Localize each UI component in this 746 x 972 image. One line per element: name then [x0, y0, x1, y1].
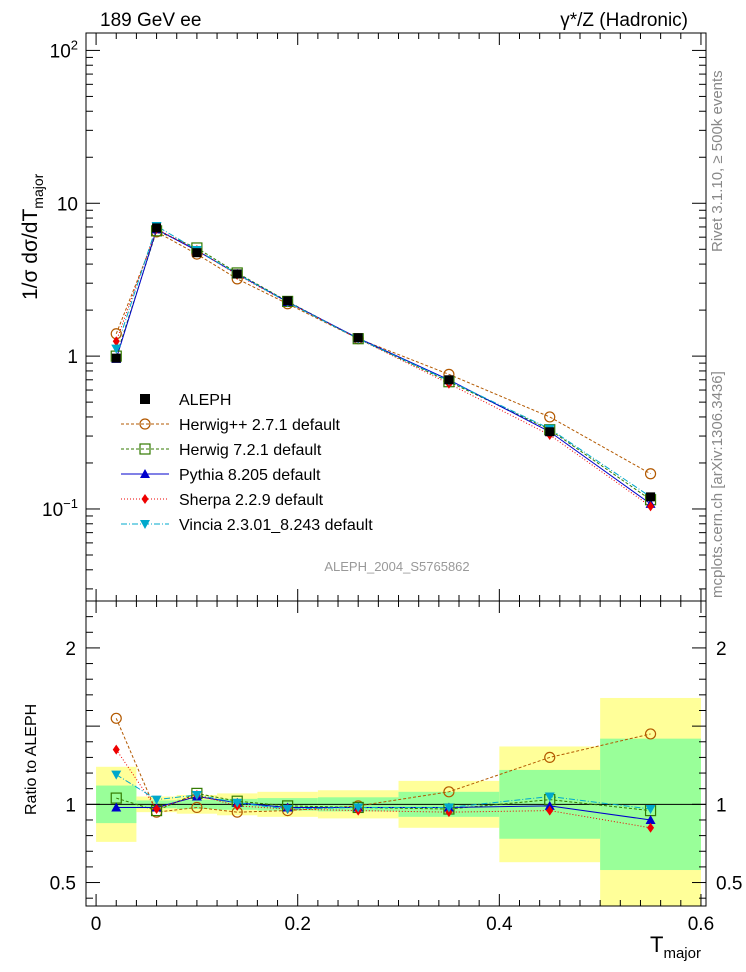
main-series-line	[115, 228, 651, 507]
ratio-series-point	[644, 728, 657, 740]
legend-label: Vincia 2.3.01_8.243 default	[179, 517, 373, 534]
data-point	[545, 427, 555, 437]
x-tick-label: 0.2	[284, 914, 310, 935]
ratio-series-point	[546, 805, 554, 816]
ratio-frame-border	[85, 600, 707, 907]
main-series-line	[115, 231, 651, 475]
ratio-series-point	[110, 712, 122, 724]
main-series-point	[647, 501, 655, 512]
x-axis-label: Tmajor	[650, 932, 701, 962]
ratio-series-point	[544, 751, 556, 764]
ratio-y-tick-label-left: 1	[65, 795, 76, 816]
legend: ALEPH Herwig++ 2.7.1 default Herwig 7.2.1 …	[121, 392, 373, 534]
main-series-point	[112, 336, 120, 347]
main-y-tick-label-exp: −1	[63, 496, 78, 511]
ratio-series-point	[443, 803, 454, 813]
main-y-tick-label-base: 10	[42, 500, 63, 521]
ratio-series-point	[191, 790, 202, 800]
data-point	[444, 375, 454, 385]
energy-label: 189 GeV ee	[100, 10, 201, 31]
legend-marker	[140, 394, 150, 404]
ratio-series-point	[232, 798, 243, 808]
data-point	[192, 248, 202, 258]
ratio-series-point	[645, 814, 656, 824]
x-axis-label-subscript: major	[663, 945, 701, 962]
process-label: γ*/Z (Hadronic)	[560, 10, 688, 31]
ratio-series-point	[353, 803, 364, 813]
ratio-series-point	[153, 804, 161, 815]
data-point	[152, 223, 162, 233]
ratio-series-point	[544, 800, 555, 810]
main-y-axis-label-subscript: major	[30, 173, 46, 208]
ratio-series-point	[111, 770, 122, 780]
ratio-series-point	[443, 786, 455, 798]
ratio-panel: 0 0.2 0.4 0.6 2 2 1 1 0.5 0.5 Ratio to ALEPH	[23, 600, 742, 935]
main-y-tick-label: 10	[57, 194, 78, 215]
ratio-y-tick-label-right: 2	[716, 639, 727, 660]
ratio-y-tick-label-right: 0.5	[716, 874, 742, 895]
ratio-y-tick-label-right: 1	[716, 795, 727, 816]
main-y-tick-label-base: 10	[50, 41, 71, 62]
x-tick-label: 0.4	[486, 914, 513, 935]
mcplots-label: mcplots.cern.ch [arXiv:1306.3436]	[709, 371, 726, 598]
analysis-watermark: ALEPH_2004_S5765862	[324, 559, 469, 574]
main-frame-border	[85, 32, 707, 602]
data-point	[283, 296, 293, 306]
ratio-series-point	[191, 801, 203, 814]
x-tick-label: 0	[91, 914, 102, 935]
ratio-series-point	[151, 795, 162, 805]
main-series-point	[544, 411, 556, 423]
ratio-y-axis-label: Ratio to ALEPH	[23, 704, 40, 815]
ratio-y-tick-label-left: 0.5	[50, 874, 76, 895]
rivet-version-label: Rivet 3.1.10, ≥ 500k events	[709, 70, 726, 252]
legend-marker	[141, 494, 149, 504]
legend-label: ALEPH	[179, 392, 231, 409]
ratio-series-point	[282, 805, 293, 815]
ratio-series-point	[544, 792, 555, 802]
data-point	[646, 492, 656, 502]
ratio-axes-frame: 0 0.2 0.4 0.6 2 2 1 1 0.5 0.5	[50, 600, 742, 935]
main-y-tick-label-pow: 10−1	[42, 496, 78, 521]
legend-label: Pythia 8.205 default	[179, 467, 321, 484]
legend-marker	[140, 520, 150, 529]
main-y-tick-label-pow: 102	[50, 37, 78, 62]
x-tick-label: 0.6	[688, 914, 714, 935]
main-plot-area	[110, 222, 657, 512]
data-point	[111, 353, 121, 363]
legend-label: Sherpa 2.2.9 default	[179, 492, 324, 509]
main-series-line	[115, 230, 651, 501]
ratio-series-line	[115, 749, 651, 829]
main-y-axis-label-text: 1/σ dσ/dT	[19, 209, 42, 300]
ratio-series-line	[115, 718, 651, 813]
ratio-series-point	[112, 744, 120, 755]
legend-marker	[139, 443, 151, 455]
ratio-series-point	[111, 802, 122, 812]
ratio-y-tick-label-left: 2	[65, 639, 76, 660]
ratio-series-point	[645, 805, 656, 815]
main-y-tick-label-exp: 2	[71, 37, 78, 52]
main-series-line	[115, 228, 651, 505]
legend-label: Herwig 7.2.1 default	[179, 442, 322, 459]
main-y-tick-label: 1	[67, 347, 78, 368]
data-point	[232, 269, 242, 279]
main-series-point	[644, 468, 657, 480]
ratio-plot-area	[86, 697, 706, 906]
data-point	[353, 333, 363, 343]
legend-marker	[140, 469, 150, 478]
main-y-axis-label: 1/σ dσ/dTmajor	[19, 173, 46, 300]
legend-label: Herwig++ 2.7.1 default	[179, 417, 341, 434]
main-series-point	[111, 344, 122, 354]
x-axis-label-text: T	[650, 932, 663, 957]
ratio-series-point	[647, 822, 655, 833]
legend-marker	[139, 418, 151, 430]
